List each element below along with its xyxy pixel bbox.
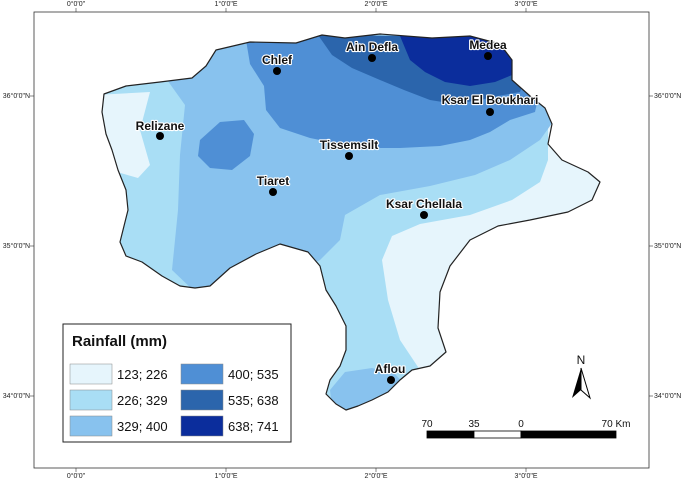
city-label: Tiaret [257,174,289,188]
graticule-labels: 0°0'0" 1°0'0"E 2°0'0"E 3°0'0"E 0°0'0" 1°… [3,0,682,480]
city-marker [420,211,428,219]
legend-label: 226; 329 [117,393,168,408]
scale-segment [426,430,475,439]
graticule-ticks [30,8,653,472]
city-label: Tissemsilt [320,138,378,152]
legend-swatch [69,415,113,437]
north-arrow-icon: N [572,353,591,400]
scale-label: 70 [421,419,433,430]
city-label: Relizane [136,119,185,133]
city-label: Medea [469,38,507,52]
scale-bar: 70 35 0 70 Km [421,419,631,439]
left-tick-label: 36°0'0"N [3,92,30,100]
city-marker [484,52,492,60]
city-label: Ksar Chellala [386,197,462,211]
scale-segment [473,430,522,439]
zone-400-535 [198,120,254,170]
legend-swatch [69,389,113,411]
zone-638-741 [400,36,512,86]
right-tick-label: 34°0'0"N [654,392,681,400]
legend-label: 329; 400 [117,419,168,434]
legend-swatch [180,363,224,385]
bottom-tick-label: 0°0'0" [67,472,86,480]
legend-label: 123; 226 [117,367,168,382]
right-tick-label: 36°0'0"N [654,92,681,100]
city-label: Ain Defla [346,40,398,54]
city-marker [345,152,353,160]
top-tick-label: 3°0'0"E [515,0,538,8]
legend-title: Rainfall (mm) [72,333,167,350]
top-tick-label: 0°0'0" [67,0,86,8]
bottom-tick-label: 1°0'0"E [215,472,238,480]
scale-segment [520,430,617,439]
left-tick-label: 35°0'0"N [3,242,30,250]
legend-swatch [180,389,224,411]
top-tick-label: 1°0'0"E [215,0,238,8]
scale-label: 70 Km [602,419,631,430]
scale-label: 0 [518,419,524,430]
bottom-tick-label: 3°0'0"E [515,472,538,480]
legend-label: 535; 638 [228,393,279,408]
city-label: Chlef [262,53,293,67]
legend-swatch [69,363,113,385]
city-marker [486,108,494,116]
city-label: Aflou [375,362,406,376]
city-marker [269,188,277,196]
right-tick-label: 35°0'0"N [654,242,681,250]
legend-label: 400; 535 [228,367,279,382]
legend-swatch [180,415,224,437]
region-outline [101,33,601,411]
legend-label: 638; 741 [228,419,279,434]
scale-label: 35 [468,419,480,430]
legend: Rainfall (mm) 123; 226 226; 329 329; 400… [62,323,292,443]
city-marker [273,67,281,75]
city-marker [387,376,395,384]
city-label: Ksar El Boukhari [442,93,539,107]
city-markers: Ain Defla Medea Chlef Ksar El Boukhari R… [135,37,539,384]
north-label: N [577,353,586,367]
city-marker [156,132,164,140]
bottom-tick-label: 2°0'0"E [365,472,388,480]
city-marker [368,54,376,62]
top-tick-label: 2°0'0"E [365,0,388,8]
left-tick-label: 34°0'0"N [3,392,30,400]
